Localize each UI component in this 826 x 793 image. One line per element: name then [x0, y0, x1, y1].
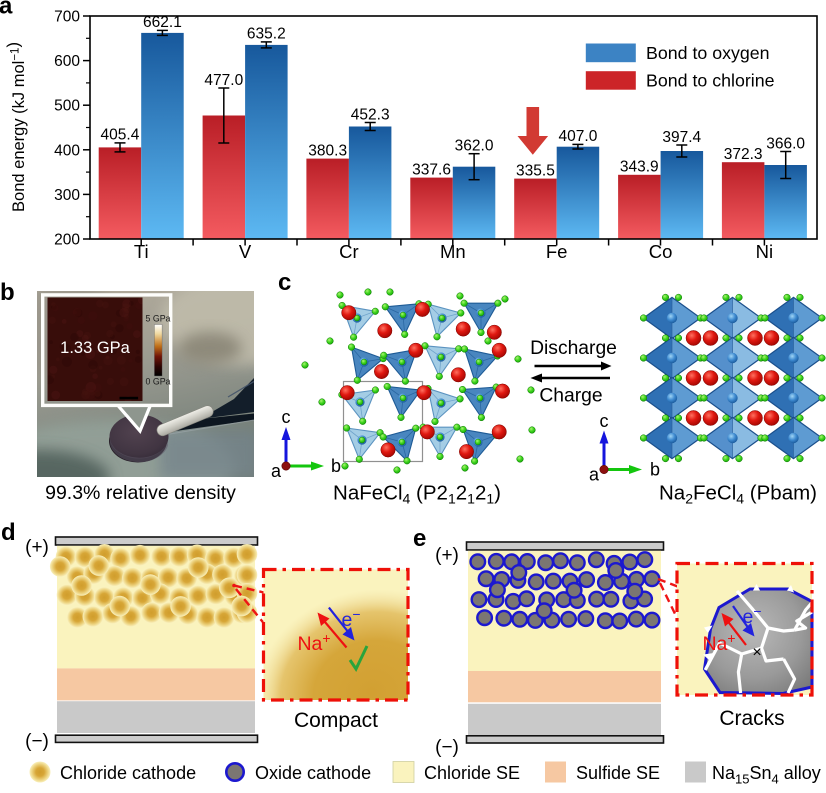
svg-text:(−): (−): [435, 737, 459, 758]
svg-text:300: 300: [54, 187, 80, 204]
svg-text:343.9: 343.9: [620, 159, 659, 176]
svg-text:a: a: [271, 461, 282, 481]
svg-text:Cracks: Cracks: [719, 707, 784, 730]
svg-text:Chloride SE: Chloride SE: [424, 763, 520, 783]
svg-text:635.2: 635.2: [247, 26, 286, 43]
svg-text:a: a: [589, 465, 600, 485]
svg-text:Na2FeCl4 (Pbam): Na2FeCl4 (Pbam): [659, 482, 817, 507]
svg-text:366.0: 366.0: [766, 135, 805, 152]
svg-text:Ti: Ti: [134, 241, 149, 262]
svg-text:397.4: 397.4: [662, 129, 701, 146]
svg-text:Na15Sn4 alloy: Na15Sn4 alloy: [712, 763, 821, 787]
svg-text:500: 500: [54, 98, 80, 115]
svg-text:0 GPa: 0 GPa: [146, 377, 171, 387]
svg-text:(+): (+): [25, 537, 49, 558]
svg-text:c: c: [600, 411, 609, 431]
svg-text:Bond to chlorine: Bond to chlorine: [646, 71, 775, 91]
svg-text:452.3: 452.3: [351, 106, 390, 123]
svg-text:372.3: 372.3: [724, 146, 763, 163]
svg-text:c: c: [278, 269, 291, 296]
svg-text:Fe: Fe: [546, 241, 568, 262]
svg-text:700: 700: [54, 9, 80, 26]
svg-text:Bond to oxygen: Bond to oxygen: [646, 43, 770, 63]
svg-text:Ni: Ni: [756, 241, 773, 262]
svg-text:Mn: Mn: [440, 241, 466, 262]
svg-text:Sulfide SE: Sulfide SE: [576, 763, 660, 783]
svg-text:407.0: 407.0: [559, 128, 598, 145]
svg-text:337.6: 337.6: [412, 161, 451, 178]
svg-text:Oxide cathode: Oxide cathode: [255, 763, 371, 783]
svg-text:400: 400: [54, 142, 80, 159]
svg-text:Bond energy (kJ mol−1): Bond energy (kJ mol−1): [5, 42, 29, 212]
svg-text:b: b: [0, 279, 15, 306]
svg-text:d: d: [1, 519, 16, 546]
svg-text:b: b: [650, 460, 660, 480]
svg-text:662.1: 662.1: [143, 14, 182, 31]
svg-text:Charge: Charge: [539, 386, 602, 407]
svg-text:405.4: 405.4: [101, 127, 140, 144]
svg-text:380.3: 380.3: [308, 142, 347, 159]
svg-text:99.3% relative density: 99.3% relative density: [45, 482, 236, 504]
svg-text:335.5: 335.5: [516, 162, 555, 179]
svg-text:600: 600: [54, 53, 80, 70]
svg-text:362.0: 362.0: [455, 138, 494, 155]
svg-text:(+): (+): [435, 545, 459, 566]
svg-text:(−): (−): [25, 731, 49, 752]
svg-text:200: 200: [54, 232, 80, 249]
svg-text:Cr: Cr: [339, 241, 359, 262]
svg-text:Compact: Compact: [294, 709, 378, 732]
svg-text:477.0: 477.0: [204, 72, 243, 89]
svg-text:Discharge: Discharge: [530, 338, 617, 359]
svg-text:5 GPa: 5 GPa: [146, 314, 171, 324]
svg-text:b: b: [331, 456, 341, 476]
svg-text:c: c: [282, 407, 291, 427]
svg-text:V: V: [239, 241, 252, 262]
svg-text:NaFeCl4 (P212121): NaFeCl4 (P212121): [333, 482, 501, 507]
svg-text:1.33 GPa: 1.33 GPa: [60, 339, 131, 357]
svg-text:a: a: [0, 0, 13, 20]
svg-text:×: ×: [752, 644, 761, 661]
svg-text:Co: Co: [649, 241, 673, 262]
svg-text:e: e: [413, 525, 426, 552]
svg-text:Chloride cathode: Chloride cathode: [60, 763, 196, 783]
